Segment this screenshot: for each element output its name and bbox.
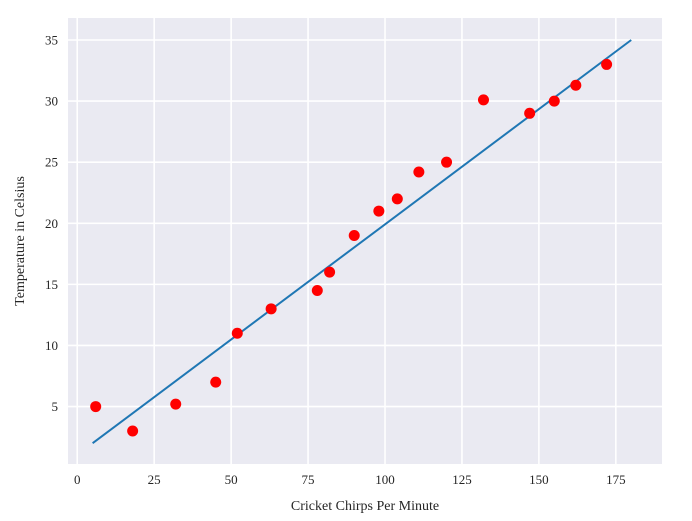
data-point (348, 230, 360, 242)
y-tick-label: 20 (45, 216, 58, 231)
data-point (170, 398, 182, 410)
y-tick-label: 25 (45, 155, 58, 170)
x-tick-label: 100 (375, 472, 395, 487)
x-tick-label: 0 (74, 472, 81, 487)
x-tick-label: 175 (606, 472, 626, 487)
y-axis-label: Temperature in Celsius (13, 176, 28, 306)
plot-background (68, 18, 662, 464)
data-point (413, 166, 425, 178)
data-point (231, 327, 243, 339)
x-tick-label: 25 (148, 472, 161, 487)
grid-lines (68, 18, 662, 464)
y-tick-label: 30 (45, 94, 58, 109)
y-tick-label: 10 (45, 338, 58, 353)
x-tick-label: 150 (529, 472, 549, 487)
data-point (477, 94, 489, 106)
fit-line-layer (92, 39, 632, 445)
data-point (324, 266, 336, 278)
data-point (570, 79, 582, 91)
y-axis-ticks: 5 10 15 20 25 30 35 (45, 32, 58, 414)
y-tick-label: 15 (45, 277, 58, 292)
x-tick-label: 125 (452, 472, 472, 487)
data-point (548, 95, 560, 107)
data-point (311, 284, 323, 296)
data-point (127, 425, 139, 437)
data-point (210, 376, 222, 388)
x-axis-ticks: 0 25 50 75 100 125 150 175 (74, 472, 626, 487)
data-point (373, 205, 385, 217)
x-axis-label: Cricket Chirps Per Minute (291, 499, 439, 514)
data-point (601, 58, 613, 70)
y-tick-label: 5 (52, 399, 59, 414)
data-point (524, 107, 536, 119)
data-point (441, 156, 453, 168)
y-tick-label: 35 (45, 32, 58, 47)
data-point (391, 193, 403, 205)
data-points (90, 58, 613, 437)
data-point (265, 303, 277, 315)
x-tick-label: 50 (225, 472, 238, 487)
x-tick-label: 75 (302, 472, 315, 487)
data-point (90, 401, 102, 413)
regression-line (92, 39, 632, 445)
